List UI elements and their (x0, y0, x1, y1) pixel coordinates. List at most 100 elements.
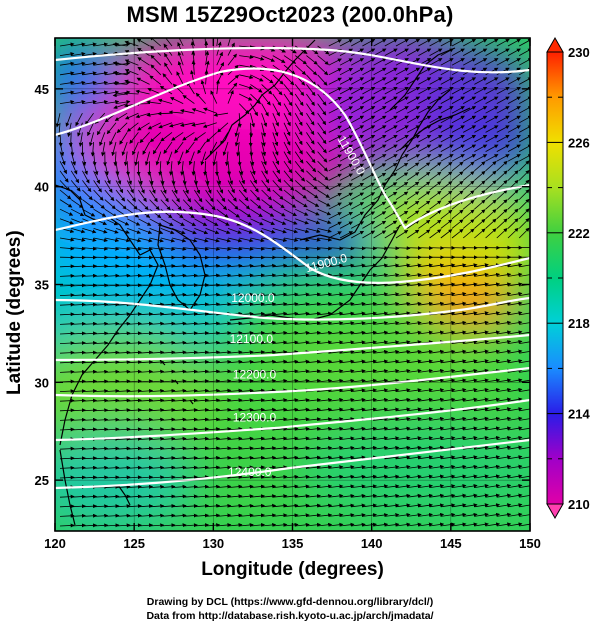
wind-arrow (194, 189, 203, 203)
wind-arrow (463, 48, 477, 56)
wind-arrow (104, 189, 115, 202)
wind-arrow (362, 86, 376, 95)
wind-arrow (351, 67, 365, 76)
wind-arrow (362, 106, 376, 114)
credit-line-drawing: Drawing by DCL (https://www.gfd-dennou.o… (146, 596, 434, 608)
wind-arrow (317, 122, 327, 135)
wind-arrow (306, 160, 317, 173)
wind-arrow (507, 77, 521, 85)
wind-arrow (294, 122, 303, 136)
wind-arrow (272, 93, 282, 107)
wind-arrow (185, 141, 195, 154)
wind-arrow (250, 161, 256, 176)
wind-arrow (71, 71, 86, 76)
wind-arrow (294, 189, 307, 199)
wind-arrow (124, 68, 139, 76)
wind-arrow (119, 132, 128, 145)
wind-arrow (339, 163, 353, 172)
wind-arrow (507, 96, 521, 104)
wind-arrow (171, 170, 176, 186)
wind-arrow (474, 58, 488, 66)
wind-arrow (496, 170, 508, 181)
wind-arrow (429, 67, 443, 76)
wind-arrow (351, 58, 365, 66)
wind-arrow (158, 122, 173, 129)
wind-arrow (112, 81, 128, 86)
wind-arrow (101, 141, 106, 157)
wind-arrow (112, 61, 128, 66)
wind-arrow (144, 151, 150, 166)
wind-arrow (137, 57, 150, 66)
wind-arrow (306, 141, 315, 154)
wind-arrow (59, 42, 75, 47)
contour-label: 12200.0 (233, 367, 277, 381)
wind-arrow (384, 134, 398, 143)
wind-arrow (306, 112, 315, 126)
wind-arrow (339, 58, 353, 66)
wind-arrow (283, 141, 291, 156)
wind-arrow (485, 154, 499, 162)
wind-arrow (474, 180, 486, 191)
wind-arrow (176, 71, 184, 85)
wind-arrow (71, 52, 86, 56)
wind-arrow (384, 182, 398, 191)
wind-arrow (93, 170, 100, 185)
wind-arrow (59, 80, 75, 85)
wind-arrow (474, 134, 488, 143)
wind-arrow (134, 151, 139, 166)
wind-arrow (147, 122, 161, 130)
wind-arrow (328, 96, 342, 104)
wind-arrow (463, 86, 477, 95)
wind-arrow (239, 55, 254, 60)
wind-arrow (217, 122, 229, 133)
wind-arrow (152, 141, 162, 155)
wind-arrow (202, 122, 217, 128)
wind-arrow (224, 151, 229, 167)
wind-arrow (261, 132, 266, 147)
wind-arrow (328, 39, 342, 47)
wind-arrow (451, 154, 465, 162)
wind-arrow (429, 48, 443, 56)
wind-arrow (339, 115, 353, 124)
wind-arrow (162, 38, 173, 47)
wind-arrow (70, 141, 75, 157)
wind-arrow (163, 141, 173, 154)
wind-arrow (407, 144, 421, 152)
wind-arrow (362, 173, 376, 181)
wind-arrow (496, 96, 510, 104)
wind-arrow (191, 108, 206, 114)
contour-label: 12000.0 (231, 291, 275, 305)
wind-arrow (160, 132, 173, 142)
wind-arrow (227, 74, 240, 85)
wind-arrow (294, 64, 307, 75)
wind-arrow (132, 141, 139, 156)
wind-arrow (210, 90, 218, 104)
wind-arrow (93, 100, 109, 104)
wind-arrow (238, 161, 244, 176)
wind-arrow (203, 161, 208, 176)
wind-arrow (339, 135, 353, 143)
wind-arrow (136, 77, 150, 85)
y-tick-label: 25 (35, 473, 49, 488)
wind-arrow (474, 170, 486, 181)
wind-arrow (317, 93, 327, 106)
wind-arrow (124, 40, 139, 47)
wind-arrow (78, 132, 83, 147)
wind-arrow (92, 151, 97, 167)
wind-arrow (406, 181, 420, 191)
wind-arrow (77, 122, 83, 137)
wind-arrow (261, 189, 272, 201)
wind-arrow (485, 86, 499, 95)
wind-arrow (485, 170, 497, 181)
wind-arrow (227, 189, 237, 202)
wind-arrow (451, 134, 465, 143)
wind-arrow (507, 125, 521, 133)
wind-arrow (124, 59, 139, 66)
wind-arrow (451, 115, 465, 124)
wind-arrow (317, 64, 329, 76)
wind-arrow (222, 141, 229, 156)
wind-arrow (395, 77, 409, 85)
x-tick-label: 140 (361, 536, 383, 551)
wind-arrow (429, 134, 443, 143)
wind-arrow (328, 173, 342, 181)
